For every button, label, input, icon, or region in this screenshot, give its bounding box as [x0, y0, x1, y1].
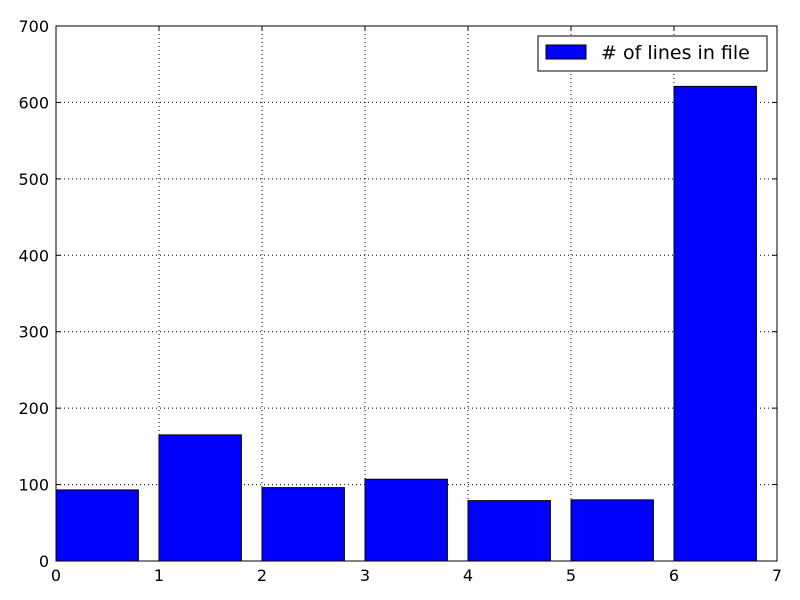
- legend-label: # of lines in file: [601, 42, 750, 64]
- bar: [364, 478, 448, 562]
- bar: [570, 499, 654, 562]
- bar: [158, 434, 242, 562]
- y-tick-label: 600: [18, 93, 49, 112]
- x-tick-label: 4: [463, 566, 473, 585]
- y-tick-label: 400: [18, 246, 49, 265]
- y-tick-label: 700: [18, 17, 49, 36]
- x-tick-label: 6: [669, 566, 679, 585]
- plot-frame: [55, 25, 778, 562]
- y-tick-label: 100: [18, 476, 49, 495]
- x-tick-label: 7: [772, 566, 782, 585]
- bar: [467, 500, 551, 562]
- x-tick-label: 5: [566, 566, 576, 585]
- y-tick-label: 0: [39, 552, 49, 571]
- bar: [261, 487, 345, 562]
- x-tick-label: 1: [154, 566, 164, 585]
- y-tick-label: 500: [18, 170, 49, 189]
- bar: [673, 85, 757, 562]
- bar: [55, 489, 139, 562]
- y-tick-label: 200: [18, 399, 49, 418]
- legend: # of lines in file: [537, 35, 768, 72]
- axis-ticks: 0 1 2 3 4 5 6 7 0 100 200 300 400 500 600 700: [18, 17, 782, 585]
- bars: [55, 85, 757, 562]
- y-tick-label: 300: [18, 323, 49, 342]
- legend-swatch: [545, 44, 587, 60]
- x-tick-label: 3: [360, 566, 370, 585]
- x-tick-label: 2: [257, 566, 267, 585]
- x-tick-label: 0: [51, 566, 61, 585]
